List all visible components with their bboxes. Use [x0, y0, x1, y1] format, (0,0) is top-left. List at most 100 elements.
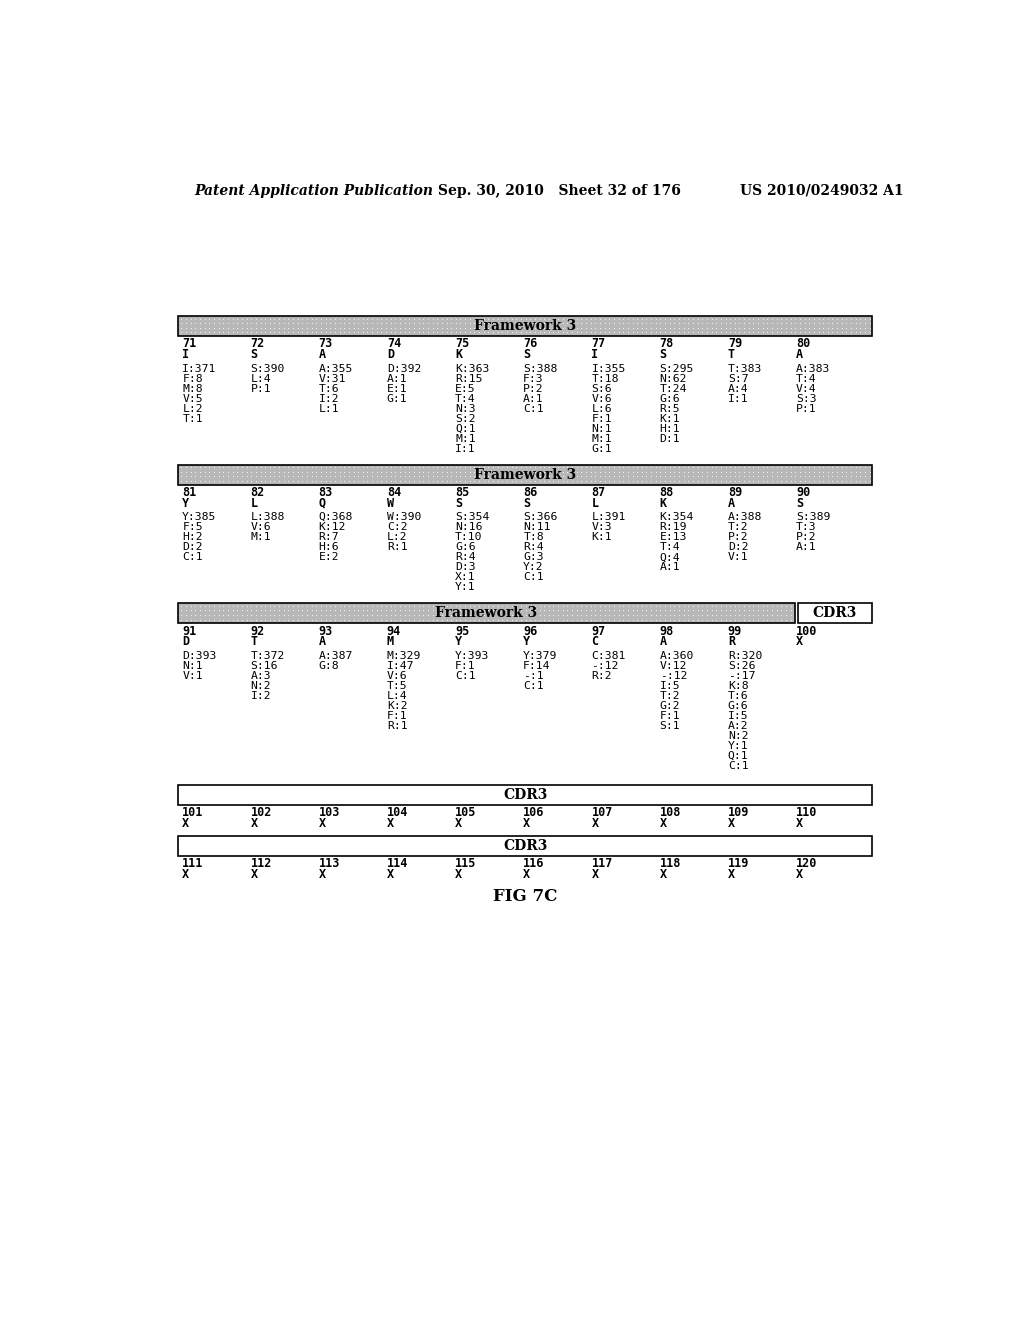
Text: 105: 105: [455, 807, 476, 820]
Text: 92: 92: [251, 624, 264, 638]
Text: R:2: R:2: [592, 671, 612, 681]
Bar: [178, 603, 795, 623]
Text: G:1: G:1: [387, 393, 408, 404]
Text: R:320: R:320: [728, 651, 762, 661]
Text: D:2: D:2: [728, 543, 749, 552]
Text: X: X: [523, 869, 530, 880]
Text: K: K: [455, 348, 462, 362]
Text: Q:1: Q:1: [455, 424, 476, 434]
Text: L:391: L:391: [592, 512, 626, 523]
Text: 104: 104: [387, 807, 409, 820]
Text: F:3: F:3: [523, 374, 544, 384]
Text: R:15: R:15: [455, 374, 482, 384]
Text: 106: 106: [523, 807, 545, 820]
Text: S:295: S:295: [659, 363, 694, 374]
Text: X: X: [182, 869, 189, 880]
Text: 78: 78: [659, 338, 674, 351]
Text: P:2: P:2: [728, 532, 749, 543]
Text: Y:2: Y:2: [523, 562, 544, 573]
Text: T:2: T:2: [659, 690, 680, 701]
Text: P:1: P:1: [251, 384, 271, 393]
Text: T:4: T:4: [455, 393, 476, 404]
Text: F:1: F:1: [387, 711, 408, 721]
Text: S:26: S:26: [728, 661, 756, 671]
Text: M:8: M:8: [182, 384, 203, 393]
Text: Patent Application Publication: Patent Application Publication: [194, 183, 433, 198]
Text: -:17: -:17: [728, 671, 756, 681]
Text: T:5: T:5: [387, 681, 408, 690]
Text: T:6: T:6: [728, 690, 749, 701]
Text: 97: 97: [592, 624, 606, 638]
Text: 109: 109: [728, 807, 750, 820]
Text: A:4: A:4: [728, 384, 749, 393]
Text: I:2: I:2: [251, 690, 271, 701]
Text: D:3: D:3: [455, 562, 476, 573]
Text: K:354: K:354: [659, 512, 694, 523]
Text: 75: 75: [455, 338, 469, 351]
Text: Framework 3: Framework 3: [435, 606, 538, 620]
Text: K: K: [659, 496, 667, 510]
Text: C:2: C:2: [387, 523, 408, 532]
Text: 81: 81: [182, 486, 197, 499]
Text: 113: 113: [318, 857, 340, 870]
Text: 85: 85: [455, 486, 469, 499]
Text: V:5: V:5: [182, 393, 203, 404]
Text: 107: 107: [592, 807, 612, 820]
Text: A:383: A:383: [796, 363, 830, 374]
Text: E:13: E:13: [659, 532, 687, 543]
Text: 91: 91: [182, 624, 197, 638]
Text: H:1: H:1: [659, 424, 680, 434]
Text: US 2010/0249032 A1: US 2010/0249032 A1: [740, 183, 904, 198]
Text: D:1: D:1: [659, 434, 680, 444]
Text: 88: 88: [659, 486, 674, 499]
Text: S: S: [251, 348, 258, 362]
Text: N:3: N:3: [455, 404, 476, 413]
Text: T:10: T:10: [455, 532, 482, 543]
Text: Y:379: Y:379: [523, 651, 558, 661]
Text: M:329: M:329: [387, 651, 421, 661]
Text: D: D: [182, 635, 189, 648]
Text: X: X: [318, 869, 326, 880]
Bar: [178, 465, 872, 484]
Text: S:390: S:390: [251, 363, 285, 374]
Text: 89: 89: [728, 486, 742, 499]
Text: I:2: I:2: [318, 393, 339, 404]
Text: Q:4: Q:4: [659, 552, 680, 562]
Text: X: X: [318, 817, 326, 830]
Text: I:371: I:371: [182, 363, 217, 374]
Text: 101: 101: [182, 807, 204, 820]
Text: N:2: N:2: [728, 731, 749, 741]
Bar: [178, 785, 872, 805]
Text: K:8: K:8: [728, 681, 749, 690]
Text: -:12: -:12: [592, 661, 618, 671]
Text: S:2: S:2: [455, 413, 476, 424]
Text: K:363: K:363: [455, 363, 489, 374]
Text: 119: 119: [728, 857, 750, 870]
Text: M:1: M:1: [455, 434, 476, 444]
Text: X: X: [796, 869, 803, 880]
Text: S:354: S:354: [455, 512, 489, 523]
Text: Y:393: Y:393: [455, 651, 489, 661]
Text: R:4: R:4: [523, 543, 544, 552]
Text: N:11: N:11: [523, 523, 551, 532]
Text: G:6: G:6: [455, 543, 476, 552]
Text: N:16: N:16: [455, 523, 482, 532]
Text: F:1: F:1: [592, 413, 612, 424]
Text: S:1: S:1: [659, 721, 680, 731]
Text: 100: 100: [796, 624, 817, 638]
Text: G:8: G:8: [318, 661, 339, 671]
Text: E:2: E:2: [318, 552, 339, 562]
Text: A: A: [318, 348, 326, 362]
Text: V:1: V:1: [182, 671, 203, 681]
Text: G:6: G:6: [659, 393, 680, 404]
Text: N:1: N:1: [592, 424, 612, 434]
Text: CDR3: CDR3: [503, 788, 548, 803]
Text: X: X: [728, 817, 735, 830]
Text: Q:368: Q:368: [318, 512, 353, 523]
Text: CDR3: CDR3: [503, 840, 548, 853]
Text: 114: 114: [387, 857, 409, 870]
Text: E:5: E:5: [455, 384, 476, 393]
Text: X: X: [659, 817, 667, 830]
Text: 102: 102: [251, 807, 271, 820]
Text: T:8: T:8: [523, 532, 544, 543]
